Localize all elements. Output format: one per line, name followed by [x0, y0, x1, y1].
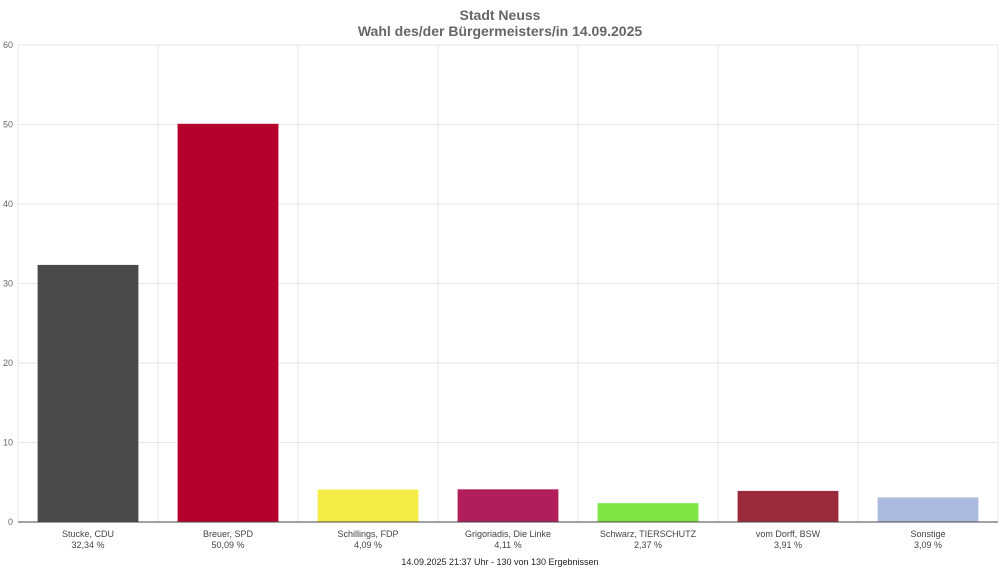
y-tick-label: 40 — [3, 199, 13, 209]
value-label: 3,09 % — [914, 540, 942, 550]
bar — [177, 123, 279, 523]
y-tick-label: 20 — [3, 358, 13, 368]
value-label: 32,34 % — [71, 540, 104, 550]
y-tick-label: 10 — [3, 438, 13, 448]
value-label: 2,37 % — [634, 540, 662, 550]
category-label: Stucke, CDU — [62, 529, 114, 539]
bar — [317, 489, 419, 522]
category-label: Grigoriadis, Die Linke — [465, 529, 551, 539]
footer-status: 14.09.2025 21:37 Uhr - 130 von 130 Ergeb… — [401, 557, 599, 567]
bar — [457, 489, 559, 522]
value-label: 4,09 % — [354, 540, 382, 550]
category-label: vom Dorff, BSW — [756, 529, 821, 539]
value-label: 3,91 % — [774, 540, 802, 550]
bar — [37, 264, 139, 522]
bar — [877, 497, 979, 522]
category-label: Breuer, SPD — [203, 529, 254, 539]
chart-subtitle: Wahl des/der Bürgermeisters/in 14.09.202… — [357, 23, 643, 39]
y-tick-label: 30 — [3, 279, 13, 289]
y-tick-label: 50 — [3, 120, 13, 130]
bar — [737, 490, 839, 522]
value-label: 50,09 % — [211, 540, 244, 550]
chart-title: Stadt Neuss — [459, 7, 541, 23]
bar — [597, 503, 699, 522]
y-tick-label: 0 — [8, 517, 13, 527]
category-label: Schwarz, TIERSCHUTZ — [600, 529, 697, 539]
category-label: Sonstige — [910, 529, 945, 539]
y-tick-label: 60 — [3, 40, 13, 50]
category-label: Schillings, FDP — [337, 529, 398, 539]
value-label: 4,11 % — [494, 540, 521, 550]
